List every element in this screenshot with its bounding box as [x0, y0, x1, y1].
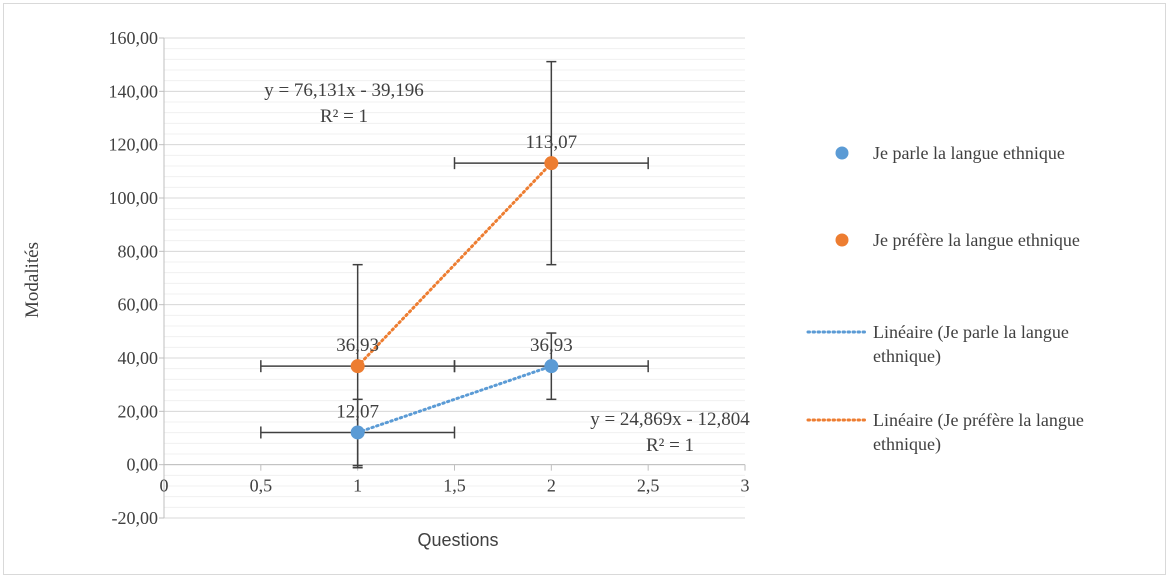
- legend: Je parle la langue ethnique Je préfère la…: [806, 143, 1084, 455]
- y-tick-label: 20,00: [118, 401, 159, 421]
- data-label-0-1: 36,93: [530, 335, 573, 356]
- legend-label-1: Je préfère la langue ethnique: [873, 230, 1080, 250]
- x-tick-label: 1: [353, 476, 362, 496]
- legend-marker-1: [835, 233, 849, 247]
- data-point-1-0: [350, 359, 365, 374]
- y-tick-label: 80,00: [118, 241, 159, 261]
- legend-label-0: Je parle la langue ethnique: [873, 143, 1065, 163]
- y-tick-label: 60,00: [118, 295, 159, 315]
- trendline-equation-parle: y = 24,869x - 12,804: [590, 409, 750, 430]
- trendline-1: [356, 161, 553, 368]
- data-label-1-0: 36,93: [336, 335, 379, 356]
- x-tick-label: 1,5: [443, 476, 466, 496]
- y-tick-label: -20,00: [112, 508, 159, 528]
- legend-marker-0: [835, 146, 849, 160]
- trendline-r2-prefere: R² = 1: [320, 106, 368, 127]
- data-label-0-0: 12,07: [336, 401, 379, 422]
- y-tick-label: 100,00: [109, 188, 159, 208]
- data-label-layer: 12,07 36,93 36,93 113,07: [336, 132, 577, 422]
- chart-frame: [3, 3, 1166, 575]
- trendline-0: [356, 364, 553, 434]
- x-tick-label: 3: [741, 476, 750, 496]
- point-layer: [350, 156, 559, 440]
- trendline-equation-prefere: y = 76,131x - 39,196: [264, 80, 424, 101]
- x-tick-label: 2: [547, 476, 556, 496]
- x-tick-label: 2,5: [637, 476, 660, 496]
- data-point-0-1: [544, 359, 559, 374]
- trendline-r2-parle: R² = 1: [646, 435, 694, 456]
- data-point-1-1: [544, 156, 559, 171]
- x-tick-label: 0,5: [250, 476, 273, 496]
- x-axis-title: Questions: [417, 530, 498, 550]
- legend-trendline-label-0: ethnique): [873, 346, 941, 367]
- trendline-layer: [356, 161, 553, 434]
- y-tick-label: 120,00: [109, 135, 159, 155]
- axis-layer: -20,000,0020,0040,0060,0080,00100,00120,…: [109, 28, 750, 528]
- data-point-0-0: [350, 425, 365, 440]
- y-tick-label: 40,00: [118, 348, 159, 368]
- legend-trendline-label-1: Linéaire (Je préfère la langue: [873, 410, 1084, 431]
- y-axis-title: Modalités: [22, 242, 43, 318]
- legend-trendline-label-0: Linéaire (Je parle la langue: [873, 322, 1069, 343]
- y-tick-label: 0,00: [127, 455, 159, 475]
- x-tick-label: 0: [160, 476, 169, 496]
- y-tick-label: 140,00: [109, 81, 159, 101]
- data-label-1-1: 113,07: [526, 132, 578, 153]
- y-tick-label: 160,00: [109, 28, 159, 48]
- legend-trendline-label-1: ethnique): [873, 434, 941, 455]
